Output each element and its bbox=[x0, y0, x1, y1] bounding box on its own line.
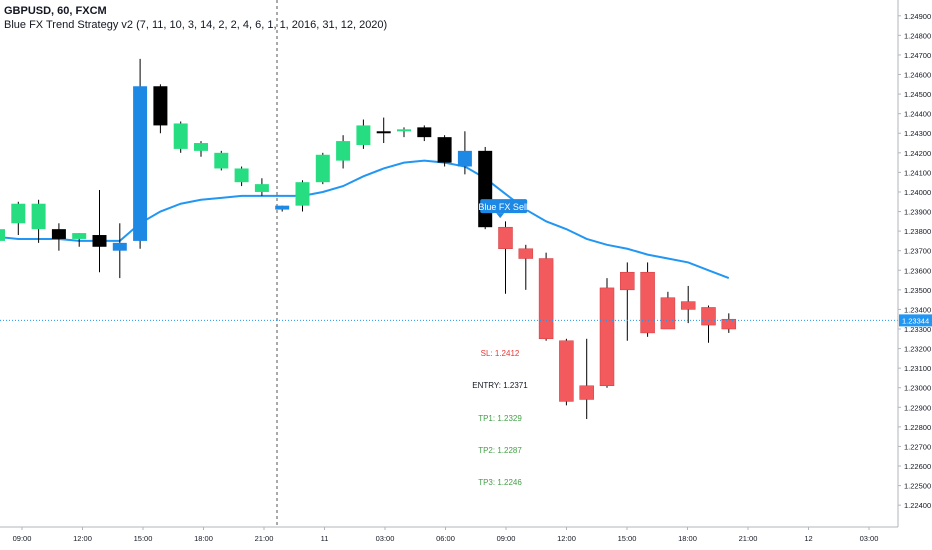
annotation-tp: TP2: 1.2287 bbox=[478, 446, 522, 455]
candle-body[interactable] bbox=[498, 226, 513, 249]
candle-body[interactable] bbox=[478, 150, 493, 228]
time-tick-label: 18:00 bbox=[194, 534, 213, 543]
time-tick-label: 09:00 bbox=[497, 534, 516, 543]
candle-body[interactable] bbox=[356, 125, 371, 145]
indicator-title[interactable]: Blue FX Trend Strategy v2 (7, 11, 10, 3,… bbox=[4, 19, 388, 31]
time-tick-label: 21:00 bbox=[739, 534, 758, 543]
time-tick-label: 18:00 bbox=[678, 534, 697, 543]
signal-pointer bbox=[496, 213, 505, 219]
candle-body[interactable] bbox=[112, 242, 127, 251]
price-tick-label: 1.24600 bbox=[904, 71, 931, 80]
price-tick-label: 1.24100 bbox=[904, 168, 931, 177]
candle-body[interactable] bbox=[173, 123, 188, 149]
candle-body[interactable] bbox=[72, 233, 87, 239]
candle-body[interactable] bbox=[640, 271, 655, 334]
chart-legend: GBPUSD, 60, FXCM Blue FX Trend Strategy … bbox=[4, 4, 387, 32]
candle-body[interactable] bbox=[153, 86, 168, 126]
price-tick-label: 1.23800 bbox=[904, 227, 931, 236]
candle-body[interactable] bbox=[31, 203, 46, 230]
candle-body[interactable] bbox=[660, 297, 676, 330]
candle-body[interactable] bbox=[680, 301, 696, 310]
time-tick-label: 11 bbox=[321, 534, 329, 543]
candle-body[interactable] bbox=[620, 271, 635, 291]
price-tick-label: 1.24200 bbox=[904, 149, 931, 158]
signal-badge[interactable] bbox=[480, 199, 528, 214]
moving-average-layer bbox=[0, 159, 730, 280]
price-tick-label: 1.24900 bbox=[904, 12, 931, 21]
candle-body[interactable] bbox=[92, 235, 107, 247]
price-tick-label: 1.22500 bbox=[904, 482, 931, 491]
time-tick-label: 12 bbox=[804, 534, 812, 543]
price-tick-label: 1.24400 bbox=[904, 110, 931, 119]
time-tick-label: 15:00 bbox=[134, 534, 153, 543]
candle-body[interactable] bbox=[437, 137, 452, 163]
annotation-tp: TP1: 1.2329 bbox=[478, 414, 522, 423]
candles-layer bbox=[0, 58, 737, 420]
candle-body[interactable] bbox=[336, 141, 351, 161]
price-tick-label: 1.24800 bbox=[904, 31, 931, 40]
annotation-tp: TP3: 1.2246 bbox=[478, 478, 522, 487]
current-price-badge bbox=[899, 314, 932, 327]
candle-body[interactable] bbox=[599, 287, 615, 387]
current-price-label: 1.23344 bbox=[902, 316, 929, 325]
candle-body[interactable] bbox=[457, 150, 472, 167]
candle-body[interactable] bbox=[0, 229, 5, 241]
annotation-entry: ENTRY: 1.2371 bbox=[472, 381, 528, 390]
candle-body[interactable] bbox=[417, 127, 432, 138]
price-tick-label: 1.23300 bbox=[904, 325, 931, 334]
price-tick-label: 1.23900 bbox=[904, 208, 931, 217]
candle-body[interactable] bbox=[295, 182, 310, 206]
candle-body[interactable] bbox=[234, 168, 249, 183]
candle-body[interactable] bbox=[214, 152, 229, 169]
price-tick-label: 1.22700 bbox=[904, 442, 931, 451]
price-tick-label: 1.24500 bbox=[904, 90, 931, 99]
candle-body[interactable] bbox=[376, 131, 391, 134]
candle-body[interactable] bbox=[133, 86, 148, 241]
candle-body[interactable] bbox=[559, 340, 574, 402]
price-tick-label: 1.22400 bbox=[904, 501, 931, 510]
price-tick-label: 1.23600 bbox=[904, 266, 931, 275]
candle-body[interactable] bbox=[518, 248, 534, 259]
candle-body[interactable] bbox=[254, 184, 269, 192]
time-tick-label: 03:00 bbox=[860, 534, 879, 543]
price-tick-label: 1.22600 bbox=[904, 462, 931, 471]
time-tick-label: 15:00 bbox=[618, 534, 637, 543]
time-tick-label: 09:00 bbox=[13, 534, 32, 543]
price-tick-label: 1.24000 bbox=[904, 188, 931, 197]
candle-body[interactable] bbox=[721, 318, 737, 330]
candle-body[interactable] bbox=[538, 258, 554, 340]
candle-body[interactable] bbox=[315, 154, 330, 183]
signal-label: Blue FX Sell bbox=[478, 202, 528, 212]
trend-ma-line bbox=[0, 159, 730, 280]
candle-body[interactable] bbox=[579, 385, 594, 400]
price-tick-label: 1.23400 bbox=[904, 305, 931, 314]
price-tick-label: 1.23100 bbox=[904, 364, 931, 373]
annotation-sl: SL: 1.2412 bbox=[481, 349, 520, 358]
candle-body[interactable] bbox=[11, 203, 26, 224]
candle-body[interactable] bbox=[275, 205, 290, 210]
candle-body[interactable] bbox=[194, 143, 208, 151]
price-tick-label: 1.24700 bbox=[904, 51, 931, 60]
price-tick-label: 1.24300 bbox=[904, 129, 931, 138]
time-tick-label: 21:00 bbox=[255, 534, 274, 543]
price-tick-label: 1.22900 bbox=[904, 403, 931, 412]
time-tick-label: 06:00 bbox=[436, 534, 455, 543]
time-tick-label: 12:00 bbox=[73, 534, 92, 543]
symbol-title[interactable]: GBPUSD, 60, FXCM bbox=[4, 5, 107, 17]
price-tick-label: 1.23500 bbox=[904, 286, 931, 295]
annotations-layer: Blue FX Sell SL: 1.2412 ENTRY: 1.2371 TP1: … bbox=[0, 199, 898, 487]
price-tick-label: 1.22800 bbox=[904, 423, 931, 432]
price-tick-label: 1.23200 bbox=[904, 345, 931, 354]
candle-body[interactable] bbox=[397, 129, 411, 132]
price-tick-label: 1.23700 bbox=[904, 247, 931, 256]
time-tick-label: 03:00 bbox=[376, 534, 395, 543]
time-tick-label: 12:00 bbox=[557, 534, 576, 543]
candle-body[interactable] bbox=[701, 307, 716, 326]
price-tick-label: 1.23000 bbox=[904, 384, 931, 393]
candle-body[interactable] bbox=[51, 229, 66, 239]
